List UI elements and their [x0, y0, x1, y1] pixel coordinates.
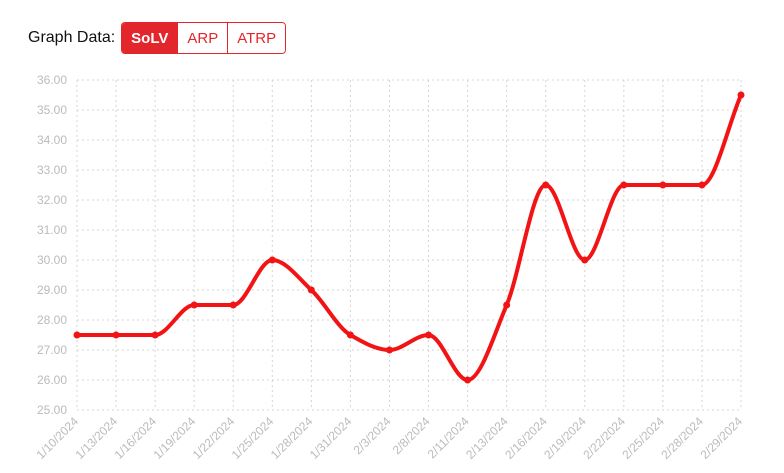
data-point[interactable]: [307, 286, 315, 294]
data-point[interactable]: [151, 331, 159, 339]
y-tick-label: 34.00: [37, 133, 67, 147]
y-tick-label: 27.00: [37, 343, 67, 357]
x-tick-label: 1/31/2024: [307, 414, 355, 462]
data-point[interactable]: [620, 181, 628, 189]
data-point[interactable]: [112, 331, 120, 339]
tab-solv[interactable]: SoLV: [122, 23, 178, 53]
data-point[interactable]: [698, 181, 706, 189]
graph-data-label: Graph Data:: [28, 29, 116, 46]
x-tick-label: 2/29/2024: [697, 414, 745, 462]
y-tick-label: 28.00: [37, 313, 67, 327]
data-point[interactable]: [346, 331, 354, 339]
y-tick-label: 33.00: [37, 163, 67, 177]
x-tick-label: 2/3/2024: [351, 414, 394, 457]
data-point[interactable]: [464, 376, 472, 384]
data-point[interactable]: [425, 331, 433, 339]
data-point[interactable]: [737, 91, 745, 99]
data-point[interactable]: [73, 331, 81, 339]
graph-data-header: Graph Data: SoLV ARP ATRP: [28, 22, 287, 54]
graph-data-toggle: SoLV ARP ATRP: [121, 22, 287, 54]
y-tick-label: 36.00: [37, 73, 67, 87]
y-tick-label: 29.00: [37, 283, 67, 297]
y-tick-label: 26.00: [37, 373, 67, 387]
y-tick-label: 30.00: [37, 253, 67, 267]
data-point[interactable]: [268, 256, 276, 264]
data-point[interactable]: [190, 301, 198, 309]
series-line: [75, 93, 743, 382]
data-point[interactable]: [659, 181, 667, 189]
tab-arp[interactable]: ARP: [177, 23, 228, 53]
data-point[interactable]: [229, 301, 237, 309]
y-tick-label: 31.00: [37, 223, 67, 237]
data-point[interactable]: [385, 346, 393, 354]
data-point[interactable]: [581, 256, 589, 264]
y-tick-label: 25.00: [37, 403, 67, 417]
y-tick-label: 32.00: [37, 193, 67, 207]
tab-atrp[interactable]: ATRP: [227, 23, 286, 53]
grid: [76, 79, 742, 411]
y-tick-label: 35.00: [37, 103, 67, 117]
data-point[interactable]: [542, 181, 550, 189]
data-point[interactable]: [503, 301, 511, 309]
